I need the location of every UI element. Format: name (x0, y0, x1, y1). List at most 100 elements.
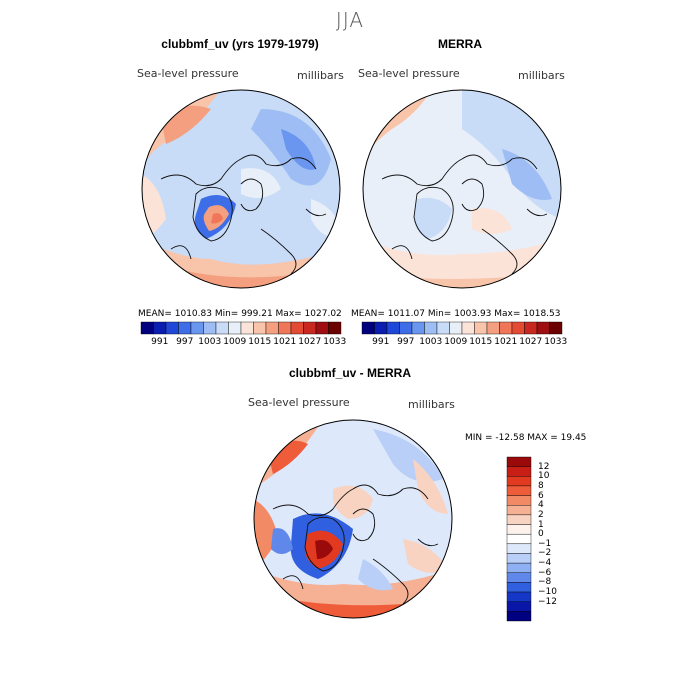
colorbar-tick-label: 1003 (198, 337, 222, 347)
colorbar-tick-label: 997 (176, 337, 194, 347)
colorbar-swatch (253, 321, 267, 335)
colorbar-tick-label: 12 (538, 461, 550, 472)
colorbar-swatch (511, 321, 525, 335)
colorbar-swatch (190, 321, 204, 335)
colorbar-tick-label: 1033 (544, 337, 568, 347)
model-colorbar-labels: 991 997 1003 1009 1015 1021 1027 1033 (141, 337, 346, 349)
colorbar-tick-label: 1027 (519, 337, 543, 347)
colorbar-tick-label: 1033 (323, 337, 347, 347)
colorbar-swatch (240, 321, 254, 335)
colorbar-tick-label: 1027 (298, 337, 322, 347)
colorbar-tick-label: −4 (538, 558, 552, 569)
colorbar-swatch (506, 601, 532, 612)
colorbar-swatch (506, 505, 532, 516)
colorbar-tick-label: 991 (372, 337, 390, 347)
colorbar-swatch (549, 321, 563, 335)
colorbar-swatch (524, 321, 538, 335)
colorbar-tick-label: 1021 (494, 337, 518, 347)
colorbar-swatch (424, 321, 438, 335)
colorbar-swatch (506, 514, 532, 525)
colorbar-swatch (506, 524, 532, 535)
colorbar-swatch (178, 321, 192, 335)
model-variable-label: Sea-level pressure (137, 67, 239, 80)
colorbar-swatch (506, 495, 532, 506)
obs-panel-title: MERRA (438, 37, 482, 51)
model-panel-title: clubbmf_uv (yrs 1979-1979) (161, 37, 319, 51)
colorbar-swatch (411, 321, 425, 335)
colorbar-swatch (506, 476, 532, 487)
colorbar-swatch (328, 321, 342, 335)
obs-variable-label: Sea-level pressure (358, 67, 460, 80)
colorbar-tick-label: 8 (538, 480, 544, 491)
diff-polar-map (253, 419, 453, 619)
colorbar-swatch (436, 321, 450, 335)
model-polar-map (141, 89, 341, 289)
colorbar-swatch (399, 321, 413, 335)
obs-units-label: millibars (518, 69, 565, 82)
colorbar-swatch (506, 543, 532, 554)
colorbar-tick-label: −12 (538, 596, 557, 607)
colorbar-tick-label: 1009 (223, 337, 247, 347)
colorbar-swatch (506, 562, 532, 573)
colorbar-tick-label: 4 (538, 500, 544, 511)
colorbar-swatch (449, 321, 463, 335)
colorbar-tick-label: −10 (538, 587, 557, 598)
colorbar-tick-label: −8 (538, 577, 552, 588)
obs-polar-map (362, 89, 562, 289)
colorbar-swatch (506, 533, 532, 545)
colorbar-swatch (265, 321, 279, 335)
diff-colorbar-labels: 12 10 8 6 4 2 1 0 −1 −2 −4 −6 −8 −10 −12 (538, 457, 578, 621)
season-title: JJA (335, 8, 365, 32)
colorbar-swatch (506, 591, 532, 602)
obs-colorbar (361, 321, 563, 335)
colorbar-swatch (361, 321, 375, 335)
colorbar-swatch (153, 321, 167, 335)
colorbar-tick-label: 2 (538, 509, 544, 520)
colorbar-swatch (506, 553, 532, 564)
colorbar-tick-label: 1 (538, 519, 544, 530)
colorbar-swatch (461, 321, 475, 335)
colorbar-tick-label: 1021 (273, 337, 297, 347)
colorbar-tick-label: 1009 (444, 337, 468, 347)
diff-units-label: millibars (408, 398, 455, 411)
model-colorbar (140, 321, 342, 335)
colorbar-swatch (499, 321, 513, 335)
colorbar-tick-label: 10 (538, 471, 550, 482)
colorbar-swatch (506, 572, 532, 583)
colorbar-swatch (506, 582, 532, 593)
model-stats: MEAN= 1010.83 Min= 999.21 Max= 1027.02 (138, 309, 342, 319)
colorbar-swatch (165, 321, 179, 335)
obs-stats: MEAN= 1011.07 Min= 1003.93 Max= 1018.53 (351, 309, 561, 319)
colorbar-swatch (303, 321, 317, 335)
colorbar-swatch (228, 321, 242, 335)
colorbar-swatch (290, 321, 304, 335)
colorbar-tick-label: 1003 (419, 337, 443, 347)
diff-stats: MIN = -12.58 MAX = 19.45 (465, 433, 587, 443)
colorbar-swatch (315, 321, 329, 335)
colorbar-swatch (374, 321, 388, 335)
colorbar-swatch (506, 611, 532, 622)
colorbar-tick-label: 1015 (248, 337, 272, 347)
colorbar-tick-label: 6 (538, 490, 544, 501)
diff-panel-title: clubbmf_uv - MERRA (288, 366, 411, 380)
colorbar-swatch (215, 321, 229, 335)
colorbar-swatch (203, 321, 217, 335)
model-units-label: millibars (297, 69, 344, 82)
colorbar-swatch (536, 321, 550, 335)
colorbar-swatch (278, 321, 292, 335)
colorbar-swatch (386, 321, 400, 335)
colorbar-swatch (506, 485, 532, 496)
colorbar-swatch (506, 456, 532, 467)
colorbar-swatch (506, 466, 532, 477)
diff-colorbar (506, 456, 532, 622)
colorbar-tick-label: 0 (538, 529, 544, 540)
obs-colorbar-labels: 991 997 1003 1009 1015 1021 1027 1033 (362, 337, 567, 349)
colorbar-tick-label: 997 (397, 337, 415, 347)
colorbar-swatch (140, 321, 154, 335)
diff-variable-label: Sea-level pressure (248, 396, 350, 409)
colorbar-swatch (474, 321, 488, 335)
colorbar-tick-label: 1015 (469, 337, 493, 347)
colorbar-tick-label: −1 (538, 538, 552, 549)
colorbar-swatch (486, 321, 500, 335)
colorbar-tick-label: −2 (538, 548, 552, 559)
